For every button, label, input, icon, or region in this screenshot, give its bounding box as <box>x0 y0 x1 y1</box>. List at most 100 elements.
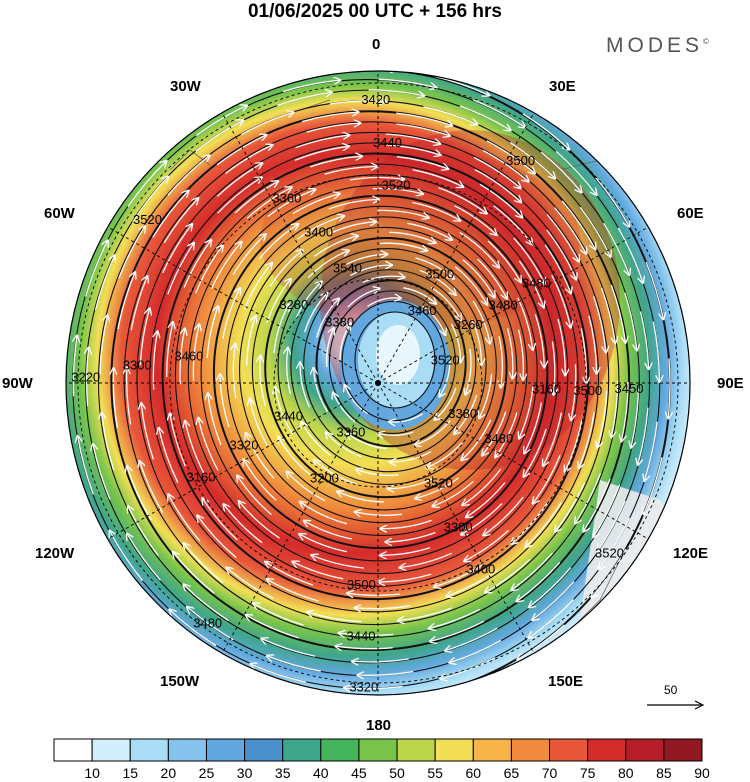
meridian-line <box>221 112 379 384</box>
colorbar-swatch <box>244 738 284 762</box>
streamline-arrow <box>407 222 452 239</box>
streamline-arrow <box>368 89 424 96</box>
streamline-arrow <box>258 224 298 260</box>
streamline-arrow <box>347 289 380 308</box>
streamline-arrow <box>170 414 186 467</box>
streamline-arrow <box>599 517 631 569</box>
streamline-arrow <box>429 608 481 628</box>
streamline-arrow <box>524 428 547 477</box>
streamline-arrow <box>152 191 189 238</box>
streamline-arrow <box>473 156 520 189</box>
streamline-arrow <box>533 581 575 620</box>
streamline-arrow <box>396 156 448 169</box>
streamline-arrow <box>472 300 490 343</box>
contour-label: 3400 <box>466 561 495 576</box>
streamline-arrow <box>349 178 404 180</box>
colorbar-tick-label: 20 <box>160 765 177 781</box>
streamline-arrow <box>652 321 659 382</box>
streamline-arrow <box>479 183 522 217</box>
streamline-arrow <box>372 187 423 194</box>
streamline-arrow <box>246 433 275 479</box>
streamline-arrow <box>546 229 576 279</box>
streamline-arrow <box>668 358 670 418</box>
streamline-arrow <box>239 501 280 539</box>
wind-streamlines <box>60 68 670 695</box>
streamline-arrow <box>461 503 503 535</box>
contour-line <box>354 311 436 409</box>
streamline-arrow <box>415 257 454 279</box>
streamline-arrow <box>526 501 562 547</box>
colorbar-swatch <box>587 738 627 762</box>
streamline-arrow <box>398 607 452 621</box>
streamline-arrow <box>168 494 201 542</box>
lon-label-30w: 30W <box>170 78 201 95</box>
contour-line <box>123 121 620 638</box>
streamline-arrow <box>543 412 563 466</box>
streamline-arrow <box>579 412 595 468</box>
contour-line <box>226 205 538 536</box>
streamline-arrow <box>299 534 347 553</box>
streamline-arrow <box>307 612 362 623</box>
streamline-arrow <box>644 457 663 514</box>
colorbar-swatch <box>320 738 360 762</box>
streamline-arrow <box>329 222 376 234</box>
colorbar-swatch <box>129 738 169 762</box>
contour-label: 3300 <box>444 519 473 534</box>
streamline-arrow <box>208 394 222 445</box>
contour-line <box>251 226 518 511</box>
colorbar-tick-label: 85 <box>656 765 672 781</box>
streamline-arrow <box>294 146 349 162</box>
colorbar-swatch <box>53 738 93 762</box>
streamline-arrow <box>378 432 414 435</box>
contour-labels: 3520 3480 3400 3320 3200 3160 3220 3280 3360 3420… <box>71 92 643 694</box>
streamline-arrow <box>113 369 119 428</box>
meridian-line <box>377 382 535 654</box>
map-boundary <box>65 70 691 696</box>
streamline-arrow <box>561 200 595 249</box>
streamline-arrow <box>314 460 357 485</box>
streamline-arrow <box>415 420 451 445</box>
streamline-arrow <box>358 670 414 676</box>
streamline-arrow <box>185 421 205 474</box>
streamline-arrow <box>237 476 272 516</box>
contour-line <box>315 279 467 448</box>
streamline-arrow <box>127 534 161 581</box>
brand-logo: MODES© <box>606 34 709 58</box>
coastline <box>169 99 621 641</box>
streamline-arrow <box>179 329 185 385</box>
streamline-arrow <box>187 607 234 641</box>
streamline-arrow <box>206 306 218 359</box>
streamline-arrow <box>267 656 321 672</box>
contour-label: 3440 <box>274 408 303 423</box>
colorbar-tick-label: 90 <box>694 765 710 781</box>
colorbar-tick-label: 50 <box>389 765 405 781</box>
streamline-arrow <box>450 639 502 662</box>
streamline-arrow <box>482 411 507 456</box>
streamline-arrow <box>430 620 485 641</box>
streamline-arrow <box>139 309 149 366</box>
streamline-arrow <box>433 480 474 506</box>
streamline-arrow <box>266 279 291 324</box>
colorbar-tick-label: 65 <box>503 765 520 781</box>
streamline-arrow <box>93 444 111 500</box>
streamline-arrow <box>195 245 223 294</box>
streamline-arrow <box>485 558 531 592</box>
streamline-arrow <box>128 506 159 557</box>
streamline-arrow <box>579 206 610 257</box>
streamline-arrow <box>127 466 152 521</box>
streamline-arrow <box>462 419 492 460</box>
wind-scale-arrow <box>647 700 705 710</box>
streamline-arrow <box>195 106 246 137</box>
polar-map: 3520 3480 3400 3320 3200 3160 3220 3280 3360 3420… <box>60 68 691 696</box>
streamline-arrow <box>571 364 577 420</box>
streamline-arrow <box>350 265 391 276</box>
contour-label: 3400 <box>304 225 333 240</box>
wind-speed-field <box>66 71 690 695</box>
streamline-arrow <box>441 657 496 679</box>
streamline-arrow <box>246 187 291 219</box>
lon-label-0: 0 <box>372 36 381 53</box>
contour-label: 3520 <box>133 212 162 227</box>
streamline-arrow <box>454 266 487 305</box>
streamline-arrow <box>328 200 379 210</box>
streamline-arrow <box>415 477 459 499</box>
